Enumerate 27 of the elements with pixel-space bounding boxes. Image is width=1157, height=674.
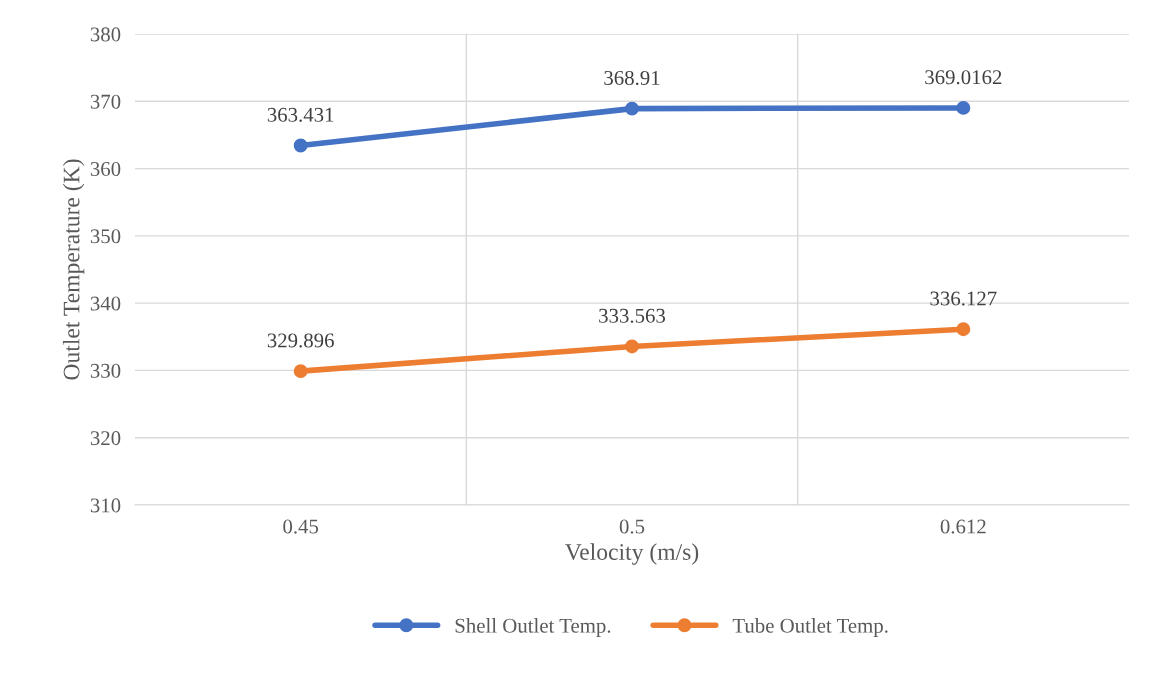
- y-tick-label: 340: [90, 296, 121, 311]
- data-label: 336.127: [930, 291, 997, 306]
- y-axis-title: Outlet Temperature (K): [62, 159, 85, 380]
- y-tick-label: 350: [90, 229, 121, 244]
- point: [293, 138, 308, 153]
- y-tick-label: 380: [90, 27, 121, 42]
- data-label: 369.0162: [925, 70, 1002, 85]
- y-tick-label: 360: [90, 161, 121, 176]
- data-label: 368.91: [604, 70, 660, 86]
- y-tick-label: 330: [90, 363, 121, 378]
- legend-label: Shell Outlet Temp.: [455, 618, 611, 637]
- x-tick-label: 0.45: [283, 519, 319, 534]
- point: [625, 101, 639, 116]
- point: [956, 100, 971, 115]
- point: [956, 322, 971, 337]
- data-label: 363.431: [267, 107, 334, 122]
- y-tick-label: 320: [90, 431, 121, 446]
- x-tick-label: 0.5: [619, 519, 645, 534]
- x-tick-label: 0.612: [940, 519, 986, 534]
- point: [293, 364, 308, 379]
- data-label: 333.563: [599, 308, 666, 323]
- legend-label: Tube Outlet Temp.: [732, 618, 888, 637]
- point: [625, 339, 639, 354]
- x-axis-title: Velocity (m/s): [565, 543, 699, 565]
- data-label: 329.896: [267, 333, 334, 348]
- y-tick-label: 370: [90, 94, 121, 109]
- y-tick-label: 310: [90, 498, 121, 513]
